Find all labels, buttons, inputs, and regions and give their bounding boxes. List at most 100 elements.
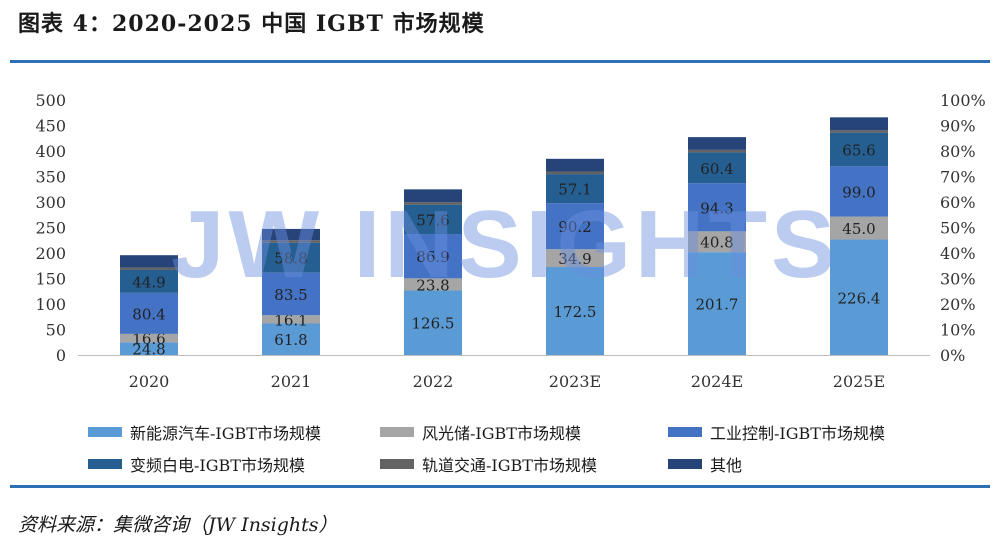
bar-segment (120, 342, 178, 355)
legend-swatch (380, 427, 414, 437)
data-label: 60.4 (700, 160, 733, 178)
y2-tick-label: 80% (940, 142, 976, 161)
bars: 24.816.6 80.4 44.9 61.8 16.1 83.5 58.8 126.5 23.… (120, 117, 888, 359)
x-tick-label: 2022 (413, 372, 454, 391)
data-label: 57.1 (558, 181, 591, 199)
y2-tick-label: 0% (940, 346, 965, 365)
legend-swatch (668, 459, 702, 469)
data-label: 94.3 (700, 199, 733, 217)
data-label: 23.8 (416, 276, 449, 294)
bar-segment (546, 174, 604, 204)
legend-label: 风光储-IGBT市场规模 (422, 424, 581, 443)
bar-segment (688, 231, 746, 253)
bottom-divider (10, 485, 990, 488)
legend-item: 新能源汽车-IGBT市场规模 (88, 420, 321, 444)
y-tick-label: 0 (56, 346, 66, 365)
bar-segment (830, 117, 888, 131)
bar-segment (546, 267, 604, 355)
x-axis: 2020 2021 2022 2023E 2024E 2025E (129, 372, 886, 391)
legend-swatch (380, 459, 414, 469)
data-label: 65.6 (842, 141, 875, 159)
y-tick-label: 50 (46, 321, 66, 340)
legend-item: 工业控制-IGBT市场规模 (668, 420, 885, 444)
x-tick-label: 2021 (271, 372, 312, 391)
x-tick-label: 2023E (549, 372, 601, 391)
bar-segment (120, 269, 178, 293)
bar-segment (120, 333, 178, 343)
bar-segment (262, 323, 320, 355)
data-label: 172.5 (554, 303, 597, 321)
bar-segment (688, 252, 746, 355)
bar-segment (830, 130, 888, 133)
y-tick-label: 500 (35, 91, 66, 110)
bar-segment (262, 228, 320, 241)
bar-segment (120, 292, 178, 334)
bar-segment (404, 202, 462, 205)
y-tick-label: 100 (35, 295, 66, 314)
y2-tick-label: 100% (940, 91, 986, 110)
bar-segment (546, 171, 604, 175)
legend-swatch (88, 459, 122, 469)
data-label: 126.5 (412, 315, 455, 333)
y-tick-label: 400 (35, 142, 66, 161)
data-label: 90.2 (558, 218, 591, 236)
data-label: 80.4 (132, 305, 165, 323)
bar-segment (688, 152, 746, 184)
y2-tick-label: 70% (940, 168, 976, 187)
data-label: 44.9 (132, 273, 165, 291)
bar-segment (262, 272, 320, 316)
source-note: 资料来源：集微咨询（JW Insights） (18, 514, 338, 536)
legend-label: 新能源汽车-IGBT市场规模 (130, 424, 321, 443)
y-tick-label: 350 (35, 168, 66, 187)
data-label: 16.1 (274, 311, 307, 329)
x-tick-label: 2020 (129, 372, 170, 391)
y-tick-label: 250 (35, 219, 66, 238)
y2-tick-label: 90% (940, 117, 976, 136)
bar-segment (404, 189, 462, 203)
data-label: 24.8 (132, 341, 165, 359)
bar-segment (546, 203, 604, 250)
bar-segment (120, 267, 178, 270)
legend-item: 轨道交通-IGBT市场规模 (380, 452, 597, 476)
legend-label: 其他 (710, 456, 743, 475)
data-label: 58.8 (274, 250, 307, 268)
top-divider (10, 60, 990, 63)
bar-segment (404, 234, 462, 279)
bar-segment (404, 278, 462, 291)
data-label: 99.0 (842, 183, 875, 201)
y-axis-right: 0% 10% 20% 30% 40% 50% 60% 70% 80% 90% 100% (940, 91, 986, 365)
data-label: 86.9 (416, 248, 449, 266)
legend-label: 工业控制-IGBT市场规模 (710, 424, 885, 443)
bar-segment (546, 249, 604, 268)
data-label: 45.0 (842, 220, 875, 238)
y2-tick-label: 10% (940, 321, 976, 340)
bar-segment (546, 158, 604, 172)
watermark: JW INSIGHTS (171, 191, 839, 298)
data-label: 57.6 (416, 211, 449, 229)
y2-tick-label: 50% (940, 219, 976, 238)
data-label: 226.4 (838, 289, 881, 307)
data-label: 40.8 (700, 234, 733, 252)
y2-tick-label: 20% (940, 295, 976, 314)
bar-segment (688, 137, 746, 150)
legend-item: 其他 (668, 452, 742, 476)
data-label: 16.6 (132, 330, 165, 348)
bar-segment (830, 132, 888, 167)
data-label: 83.5 (274, 286, 307, 304)
legend-label: 变频白电-IGBT市场规模 (130, 456, 305, 475)
page-title: 图表 4：2020-2025 中国 IGBT 市场规模 (18, 11, 485, 37)
legend-label: 轨道交通-IGBT市场规模 (422, 456, 597, 475)
legend-item: 风光储-IGBT市场规模 (380, 420, 581, 444)
legend-swatch (88, 427, 122, 437)
data-label: 201.7 (696, 296, 739, 314)
bar-segment (688, 149, 746, 153)
y-tick-label: 450 (35, 117, 66, 136)
x-tick-label: 2024E (691, 372, 743, 391)
bar-segment (688, 183, 746, 232)
bar-segment (830, 239, 888, 355)
bar-segment (404, 290, 462, 355)
stacked-bar-chart: 0 50 100 150 200 250 300 350 400 450 500 0% 10% 20% 3… (35, 91, 986, 391)
bar-segment (262, 240, 320, 243)
data-label: 61.8 (274, 331, 307, 349)
legend-item: 变频白电-IGBT市场规模 (88, 452, 305, 476)
